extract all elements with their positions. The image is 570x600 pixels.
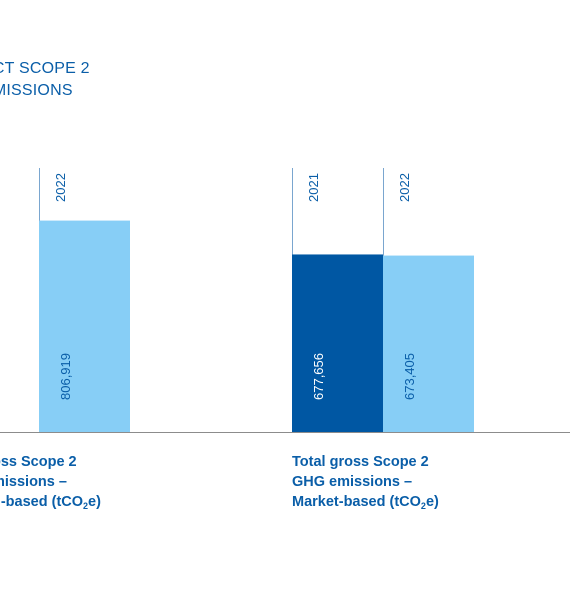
value-label: 677,656 [311,353,326,400]
category-label-location-based: oss Scope 2 missions – n-based (tCO2e) [0,452,101,516]
bar-2022-1 [383,255,474,432]
year-label-2021: 2021 [306,173,321,202]
year-label-2022: 2022 [397,173,412,202]
bar-2022-0 [39,220,130,432]
chart-title-line-2: EMISSIONS [0,82,73,99]
category-label-market-based: Total gross Scope 2 GHG emissions – Mark… [292,452,439,516]
year-label-2022: 2022 [53,173,68,202]
category-label-line-2: missions – [0,474,67,490]
category-label-line-1: oss Scope 2 [0,454,77,470]
category-label-line-2: GHG emissions – [292,474,413,490]
value-label: 806,919 [58,353,73,400]
value-label: 673,405 [402,353,417,400]
bar-2021-1 [292,254,383,432]
category-label-line-1: Total gross Scope 2 [292,454,429,470]
chart-title-line-1: ECT SCOPE 2 [0,60,90,77]
category-label-line-3: Market-based (tCO2e) [292,494,439,511]
category-label-line-3: n-based (tCO2e) [0,494,101,511]
chart-title: ECT SCOPE 2 EMISSIONS [0,58,90,102]
